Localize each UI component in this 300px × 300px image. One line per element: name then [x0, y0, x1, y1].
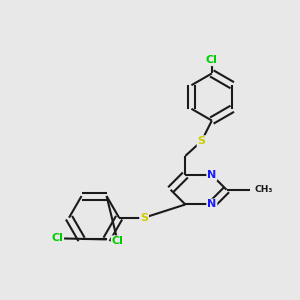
Text: Cl: Cl — [51, 233, 63, 243]
Text: S: S — [140, 213, 148, 223]
Text: N: N — [207, 200, 217, 209]
Text: Cl: Cl — [206, 55, 218, 65]
Text: Cl: Cl — [112, 236, 124, 246]
Text: CH₃: CH₃ — [254, 185, 273, 194]
Text: S: S — [197, 136, 206, 146]
Text: N: N — [207, 170, 217, 180]
